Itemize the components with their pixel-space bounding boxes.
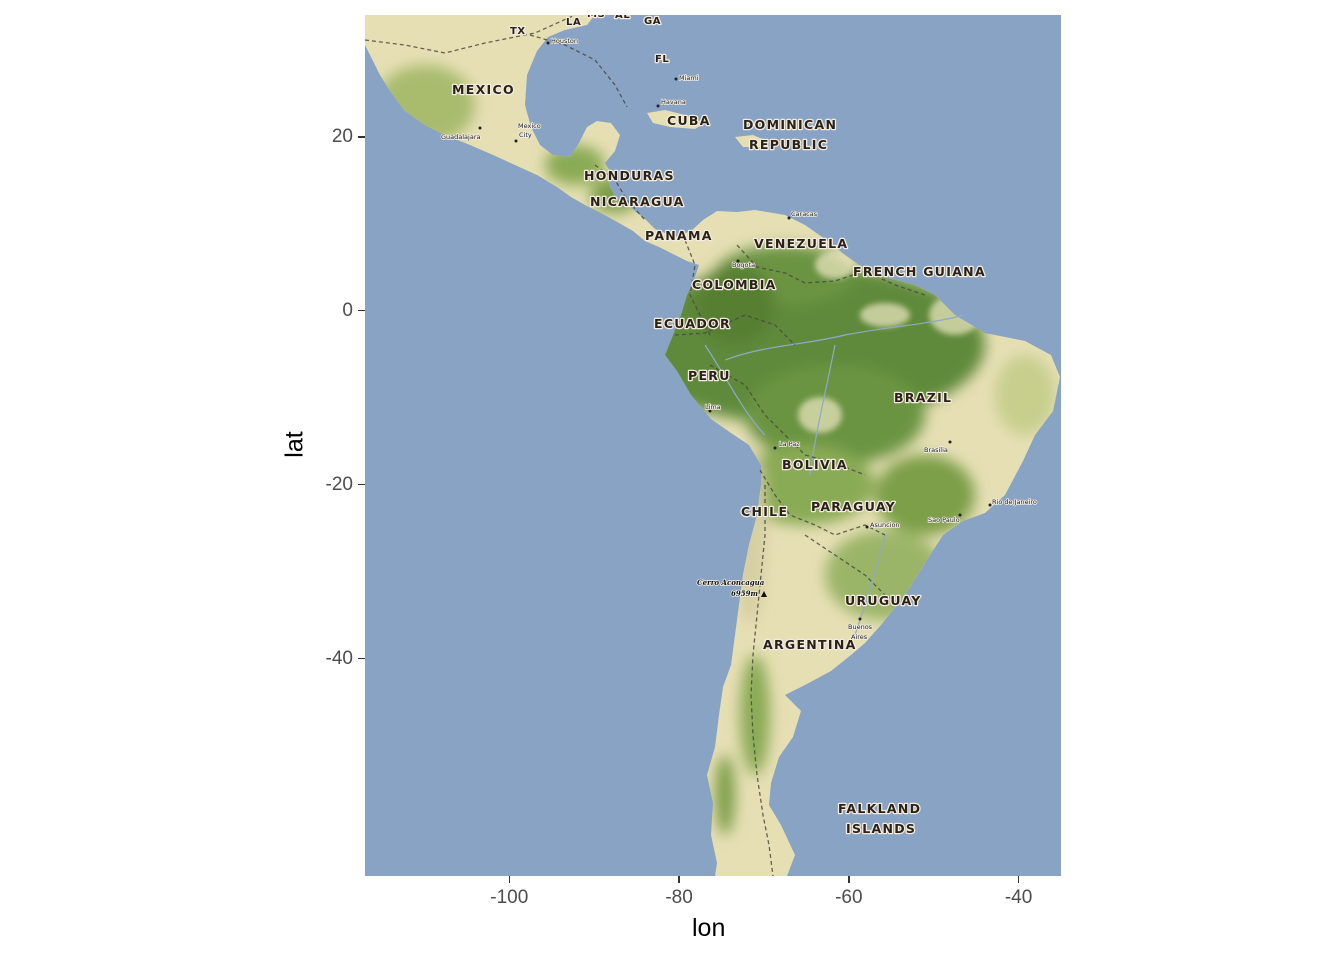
city-asuncion: Asuncion	[870, 521, 900, 529]
label-tx: TX	[510, 26, 526, 37]
label-fl: FL	[655, 54, 669, 65]
x-tick-label: -60	[835, 887, 863, 908]
city-labels: Houston Miami Havana Guadalajara Mexico …	[440, 36, 1038, 642]
label-uruguay: URUGUAY	[845, 593, 922, 608]
city-guadalajara: Guadalajara	[441, 133, 480, 141]
label-cuba: CUBA	[667, 113, 711, 128]
label-dominican-2: REPUBLIC	[749, 137, 828, 152]
label-dominican-1: DOMINICAN	[743, 117, 837, 132]
city-rio: Rio de Janeiro	[992, 498, 1037, 506]
x-tick-label: -40	[1004, 887, 1033, 908]
city-buenos-2: Aires	[851, 633, 868, 641]
x-tick-mark	[1017, 876, 1020, 883]
region-labels: TX LA MS AL GA FL	[509, 15, 670, 66]
y-tick-label: -20	[325, 473, 353, 495]
city-sao-paulo: Sao Paulo	[928, 516, 960, 524]
city-buenos-1: Buenos	[848, 623, 873, 631]
peak-aconcagua-1: Cerro Aconcagua	[697, 578, 765, 587]
y-tick-label: 0	[342, 299, 353, 321]
y-tick-label: -40	[325, 647, 353, 669]
label-paraguay: PARAGUAY	[811, 499, 896, 514]
label-french-guiana: FRENCH GUIANA	[853, 264, 986, 279]
rivers	[704, 314, 966, 636]
map-panel[interactable]: TX LA MS AL GA FL MEXICO CUBA DOMINICAN …	[365, 15, 1061, 876]
label-falkland-1: FALKLAND	[838, 801, 921, 816]
city-lima: Lima	[705, 403, 721, 411]
country-borders	[365, 15, 926, 876]
city-caracas: Caracas	[791, 210, 818, 218]
y-tick-label: 20	[331, 125, 353, 147]
city-brasilia: Brasilia	[924, 446, 948, 454]
city-mexico-2: City	[519, 131, 532, 139]
label-al: AL	[615, 15, 630, 21]
y-tick-mark	[358, 309, 365, 312]
city-mexico-1: Mexico	[518, 122, 541, 130]
label-bolivia: BOLIVIA	[782, 457, 848, 472]
label-ga: GA	[644, 16, 661, 27]
x-tick-label: -100	[490, 887, 529, 908]
x-tick-label: -80	[665, 887, 693, 908]
label-mexico: MEXICO	[452, 82, 515, 97]
label-argentina: ARGENTINA	[763, 637, 857, 652]
label-nicaragua: NICARAGUA	[590, 194, 685, 209]
label-ms: MS	[587, 15, 605, 20]
x-axis-title: lon	[692, 914, 726, 942]
peak-aconcagua-2: 6959m	[731, 589, 758, 598]
label-brazil: BRAZIL	[894, 390, 952, 405]
label-ecuador: ECUADOR	[654, 316, 731, 331]
terrain-map[interactable]: TX LA MS AL GA FL MEXICO CUBA DOMINICAN …	[365, 15, 1061, 876]
label-peru: PERU	[688, 368, 731, 383]
label-la: LA	[566, 17, 581, 28]
city-bogota: Bogota	[732, 261, 755, 269]
label-panama: PANAMA	[645, 228, 713, 243]
x-tick-mark	[848, 876, 850, 883]
y-axis-title: lat	[280, 431, 309, 458]
x-tick-mark	[508, 876, 511, 883]
city-houston: Houston	[551, 37, 578, 45]
y-tick-mark	[358, 136, 365, 138]
label-colombia: COLOMBIA	[692, 277, 777, 292]
country-labels: MEXICO CUBA DOMINICAN REPUBLIC HONDURAS …	[451, 81, 986, 838]
y-tick-mark	[358, 483, 365, 486]
label-falkland-2: ISLANDS	[846, 821, 916, 836]
label-honduras: HONDURAS	[584, 168, 675, 183]
y-tick-mark	[358, 657, 365, 660]
city-miami: Miami	[679, 74, 699, 82]
city-la-paz: La Paz	[779, 440, 800, 448]
x-tick-mark	[678, 876, 680, 883]
city-havana: Havana	[661, 98, 686, 106]
city-markers	[478, 41, 992, 621]
label-venezuela: VENEZUELA	[754, 236, 848, 251]
label-chile: CHILE	[741, 504, 788, 519]
